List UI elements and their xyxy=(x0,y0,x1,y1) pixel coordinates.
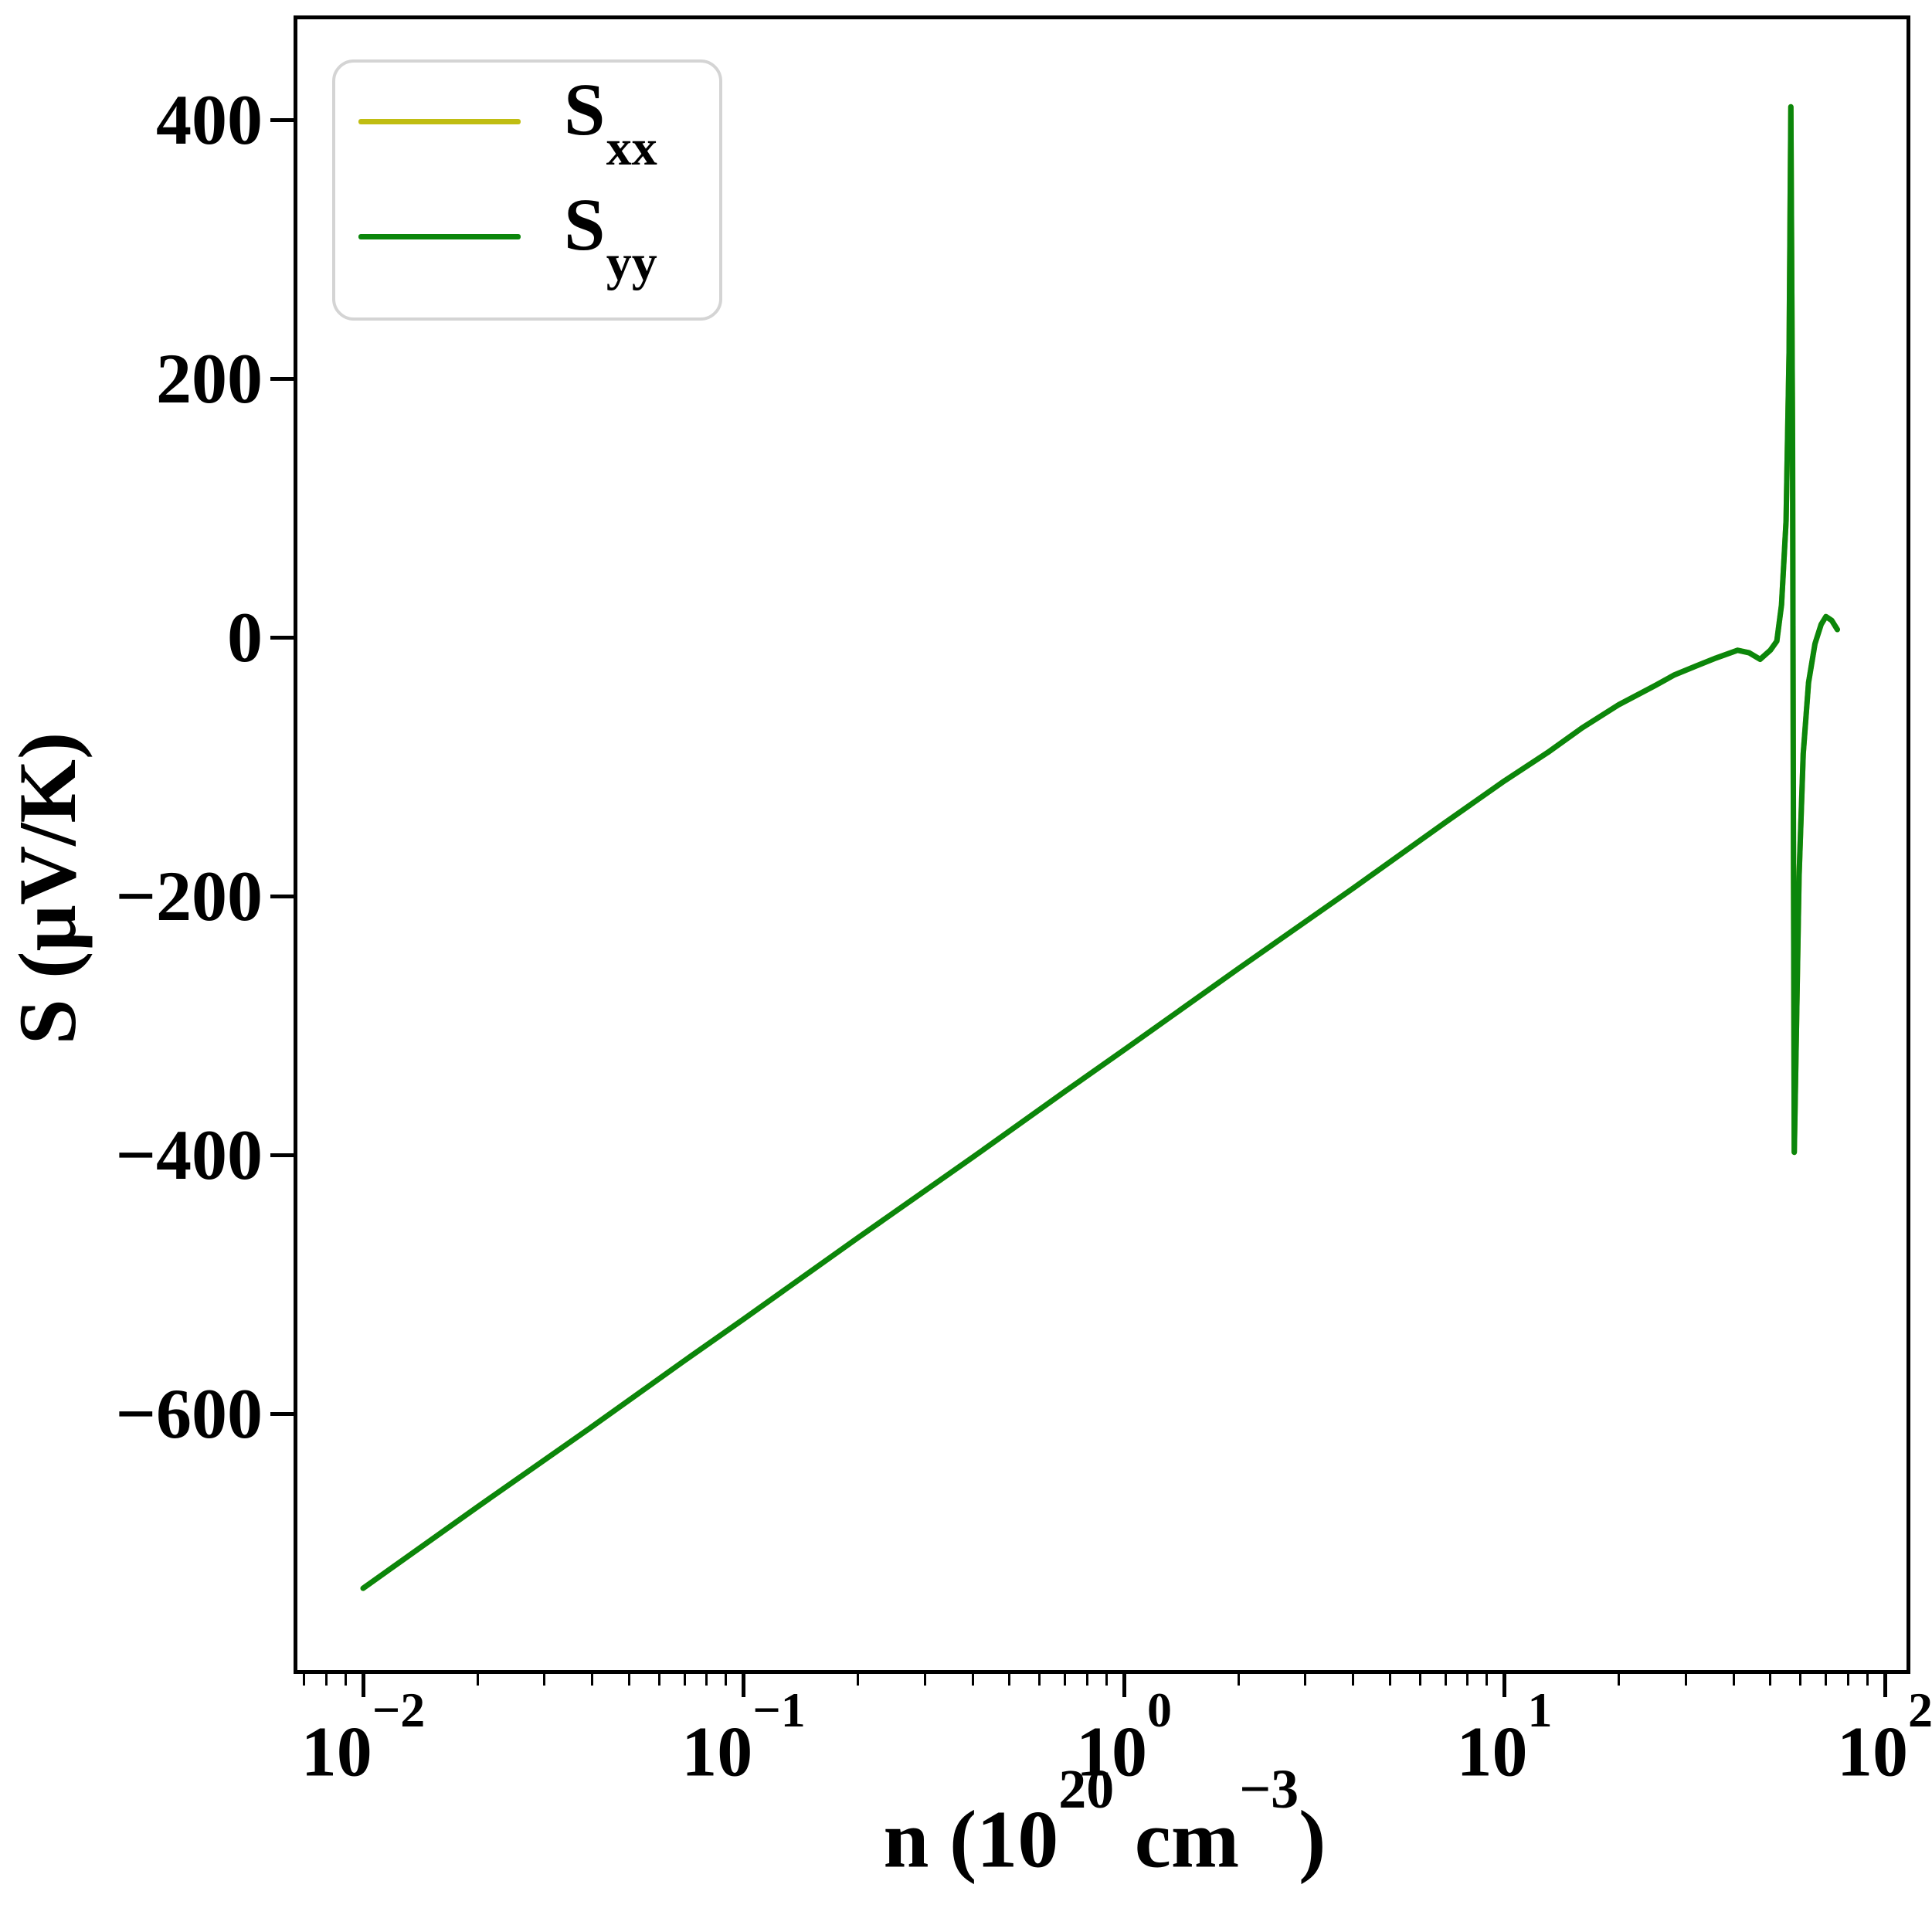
x-axis-minor-tick xyxy=(1769,1674,1772,1686)
legend-label-sxx: Sxx xyxy=(564,72,657,175)
x-axis-minor-tick xyxy=(1799,1674,1802,1686)
x-axis-minor-tick xyxy=(657,1674,660,1686)
x-axis-minor-tick xyxy=(1418,1674,1421,1686)
x-axis-minor-tick xyxy=(1444,1674,1447,1686)
x-axis-minor-tick xyxy=(1388,1674,1391,1686)
x-axis-minor-tick xyxy=(1618,1674,1621,1686)
legend-swatch-syy xyxy=(358,234,521,239)
legend-label-syy-base: S xyxy=(564,182,606,266)
y-axis-tick-label: 400 xyxy=(156,80,263,159)
x-axis-tick-label: 10−2 xyxy=(300,1682,426,1791)
x-axis-label-text: n (10 xyxy=(883,1794,1059,1885)
x-axis-label-unit: cm xyxy=(1114,1794,1240,1885)
x-axis-minor-tick xyxy=(1038,1674,1041,1686)
x-axis-minor-tick xyxy=(543,1674,546,1686)
x-axis-tick xyxy=(361,1674,365,1697)
x-axis-minor-tick xyxy=(705,1674,708,1686)
x-axis-minor-tick xyxy=(857,1674,860,1686)
x-axis-minor-tick xyxy=(1486,1674,1489,1686)
x-axis-minor-tick xyxy=(1064,1674,1067,1686)
x-axis-tick-label: 10−1 xyxy=(681,1682,806,1791)
x-axis-minor-tick xyxy=(683,1674,686,1686)
y-axis-tick xyxy=(270,117,294,122)
y-axis-tick xyxy=(270,376,294,381)
x-axis-minor-tick xyxy=(1304,1674,1307,1686)
legend-label-sxx-sub: xx xyxy=(606,119,657,176)
x-axis-tick-label: 102 xyxy=(1837,1682,1932,1791)
series-line-syy xyxy=(360,104,1840,1591)
x-axis-tick xyxy=(1883,1674,1887,1697)
x-axis-label-unit-exponent: −3 xyxy=(1239,1758,1299,1821)
x-axis-tick xyxy=(1122,1674,1126,1697)
x-axis-minor-tick xyxy=(324,1674,328,1686)
x-axis-tick xyxy=(1502,1674,1506,1697)
x-axis-minor-tick xyxy=(1008,1674,1011,1686)
y-axis-tick xyxy=(270,635,294,640)
x-axis-minor-tick xyxy=(1237,1674,1240,1686)
x-axis-minor-tick xyxy=(303,1674,306,1686)
x-axis-minor-tick xyxy=(591,1674,593,1686)
y-axis-tick xyxy=(270,894,294,898)
y-axis-tick-label: −400 xyxy=(115,1115,263,1194)
x-axis-minor-tick xyxy=(344,1674,347,1686)
legend-entry-sxx: Sxx xyxy=(335,66,657,178)
x-axis-minor-tick xyxy=(923,1674,926,1686)
x-axis-minor-tick xyxy=(1732,1674,1735,1686)
x-axis-minor-tick xyxy=(627,1674,630,1686)
y-axis-tick-label: −600 xyxy=(115,1374,263,1453)
y-axis-tick-label: 0 xyxy=(227,598,263,677)
x-axis-minor-tick xyxy=(1085,1674,1088,1686)
series-lines xyxy=(360,104,1840,1591)
x-axis-minor-tick xyxy=(1825,1674,1828,1686)
x-axis-minor-tick xyxy=(1866,1674,1869,1686)
legend-swatch-sxx xyxy=(358,119,521,124)
y-axis-tick xyxy=(270,1153,294,1157)
series-line-sxx xyxy=(360,104,1840,1591)
legend-label-syy-sub: yy xyxy=(606,234,657,291)
x-axis-tick-label: 101 xyxy=(1456,1682,1553,1791)
x-axis-minor-tick xyxy=(725,1674,728,1686)
x-axis-minor-tick xyxy=(1466,1674,1469,1686)
x-axis-minor-tick xyxy=(1352,1674,1354,1686)
legend-label-sxx-base: S xyxy=(564,67,606,151)
x-axis-label: n (1020 cm−3) xyxy=(487,1758,1723,1886)
legend: Sxx Syy xyxy=(332,59,722,321)
x-axis-label-exponent: 20 xyxy=(1058,1758,1115,1821)
legend-label-syy: Syy xyxy=(564,187,657,290)
y-axis-tick-label: 200 xyxy=(156,339,263,418)
x-axis-minor-tick xyxy=(1105,1674,1108,1686)
x-axis-minor-tick xyxy=(971,1674,974,1686)
x-axis-minor-tick xyxy=(1684,1674,1687,1686)
x-axis-label-close: ) xyxy=(1299,1794,1326,1885)
y-axis-tick-label: −200 xyxy=(115,857,263,935)
y-axis-label: S (μV/K) xyxy=(2,732,93,1045)
legend-entry-syy: Syy xyxy=(335,181,657,293)
x-axis-minor-tick xyxy=(1846,1674,1849,1686)
x-axis-minor-tick xyxy=(476,1674,479,1686)
y-axis-tick xyxy=(270,1411,294,1416)
x-axis-tick-label: 100 xyxy=(1076,1682,1172,1791)
x-axis-tick xyxy=(742,1674,745,1697)
